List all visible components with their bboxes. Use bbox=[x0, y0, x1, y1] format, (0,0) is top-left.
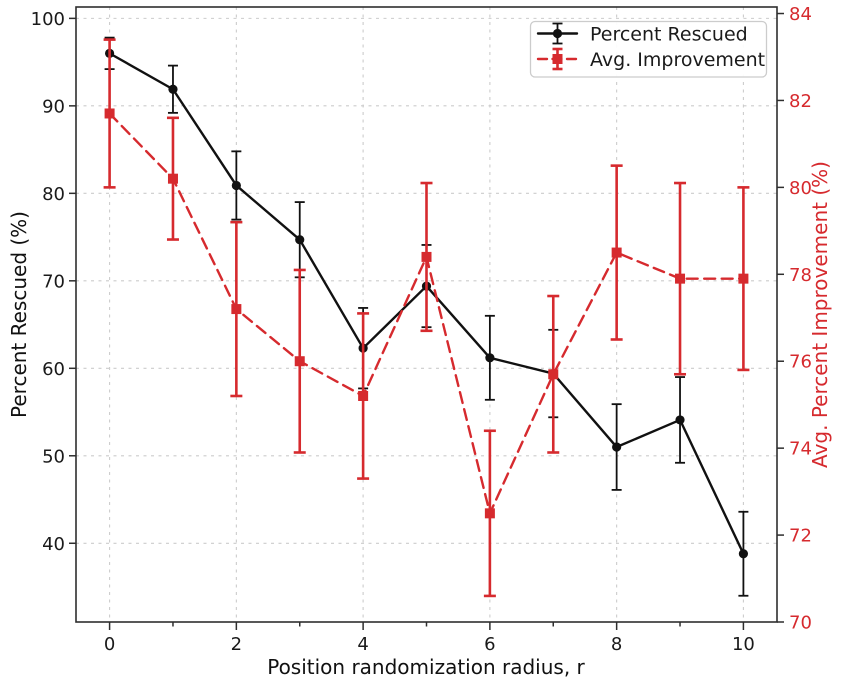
left-axis-label: Percent Rescued (%) bbox=[7, 211, 31, 418]
data-point bbox=[738, 273, 749, 284]
data-series bbox=[103, 36, 750, 598]
data-point bbox=[167, 173, 178, 184]
data-point bbox=[611, 247, 622, 258]
data-point bbox=[675, 415, 685, 425]
data-point bbox=[484, 508, 495, 519]
data-point bbox=[231, 180, 241, 191]
x-axis-tick-label: 6 bbox=[484, 634, 495, 655]
x-axis-tick-label: 10 bbox=[732, 634, 755, 655]
series-avg-improvement bbox=[103, 38, 750, 598]
data-point bbox=[231, 304, 242, 315]
right-axis-tick-label: 78 bbox=[789, 265, 812, 286]
data-point bbox=[612, 442, 622, 452]
right-axis-tick-label: 82 bbox=[789, 91, 812, 112]
legend-square-marker bbox=[552, 54, 563, 64]
x-axis-tick-label: 2 bbox=[231, 634, 242, 655]
right-axis-tick-label: 80 bbox=[789, 178, 812, 199]
x-axis-tick-label: 8 bbox=[611, 634, 622, 655]
data-point bbox=[294, 356, 305, 367]
legend: Percent Rescued Avg. Improvement bbox=[529, 20, 768, 78]
left-axis-tick-label: 40 bbox=[42, 534, 65, 555]
left-axis-tick-label: 50 bbox=[42, 446, 65, 467]
data-point bbox=[421, 251, 432, 262]
left-axis-tick-label: 70 bbox=[42, 271, 65, 292]
left-axis-tick-label: 60 bbox=[42, 359, 65, 380]
right-axis-tick-label: 72 bbox=[789, 526, 812, 547]
data-point bbox=[168, 84, 178, 94]
right-axis-tick-label: 76 bbox=[789, 352, 812, 373]
x-axis-tick-label: 0 bbox=[104, 634, 115, 655]
right-axis-tick-label: 70 bbox=[789, 613, 812, 634]
axes-ticks: 40 50 60 70 80 90 100 70 72 74 76 78 80 82 84 0 2 4 6 8 10 bbox=[31, 4, 812, 655]
right-axis-tick-label: 84 bbox=[789, 4, 812, 25]
left-axis-tick-label: 80 bbox=[42, 184, 65, 205]
data-point bbox=[358, 390, 369, 401]
legend-marker-samples bbox=[536, 22, 579, 71]
legend-circle-marker bbox=[552, 28, 563, 39]
data-point bbox=[485, 353, 495, 363]
x-axis-label: Position randomization radius, r bbox=[267, 655, 585, 679]
right-axis-label: Avg. Percent Improvement (%) bbox=[808, 161, 832, 468]
data-point bbox=[675, 273, 686, 284]
x-axis-tick-label: 4 bbox=[357, 634, 368, 655]
legend-box bbox=[529, 20, 768, 78]
data-point bbox=[548, 369, 559, 380]
left-axis-tick-label: 90 bbox=[42, 96, 65, 117]
left-axis-tick-label: 100 bbox=[31, 9, 65, 30]
data-point bbox=[104, 108, 115, 119]
legend-label-avg-improvement: Avg. Improvement bbox=[590, 49, 765, 71]
data-point bbox=[295, 235, 305, 245]
right-axis-tick-label: 74 bbox=[789, 439, 812, 460]
legend-label-percent-rescued: Percent Rescued bbox=[590, 24, 748, 46]
data-point bbox=[738, 549, 749, 559]
